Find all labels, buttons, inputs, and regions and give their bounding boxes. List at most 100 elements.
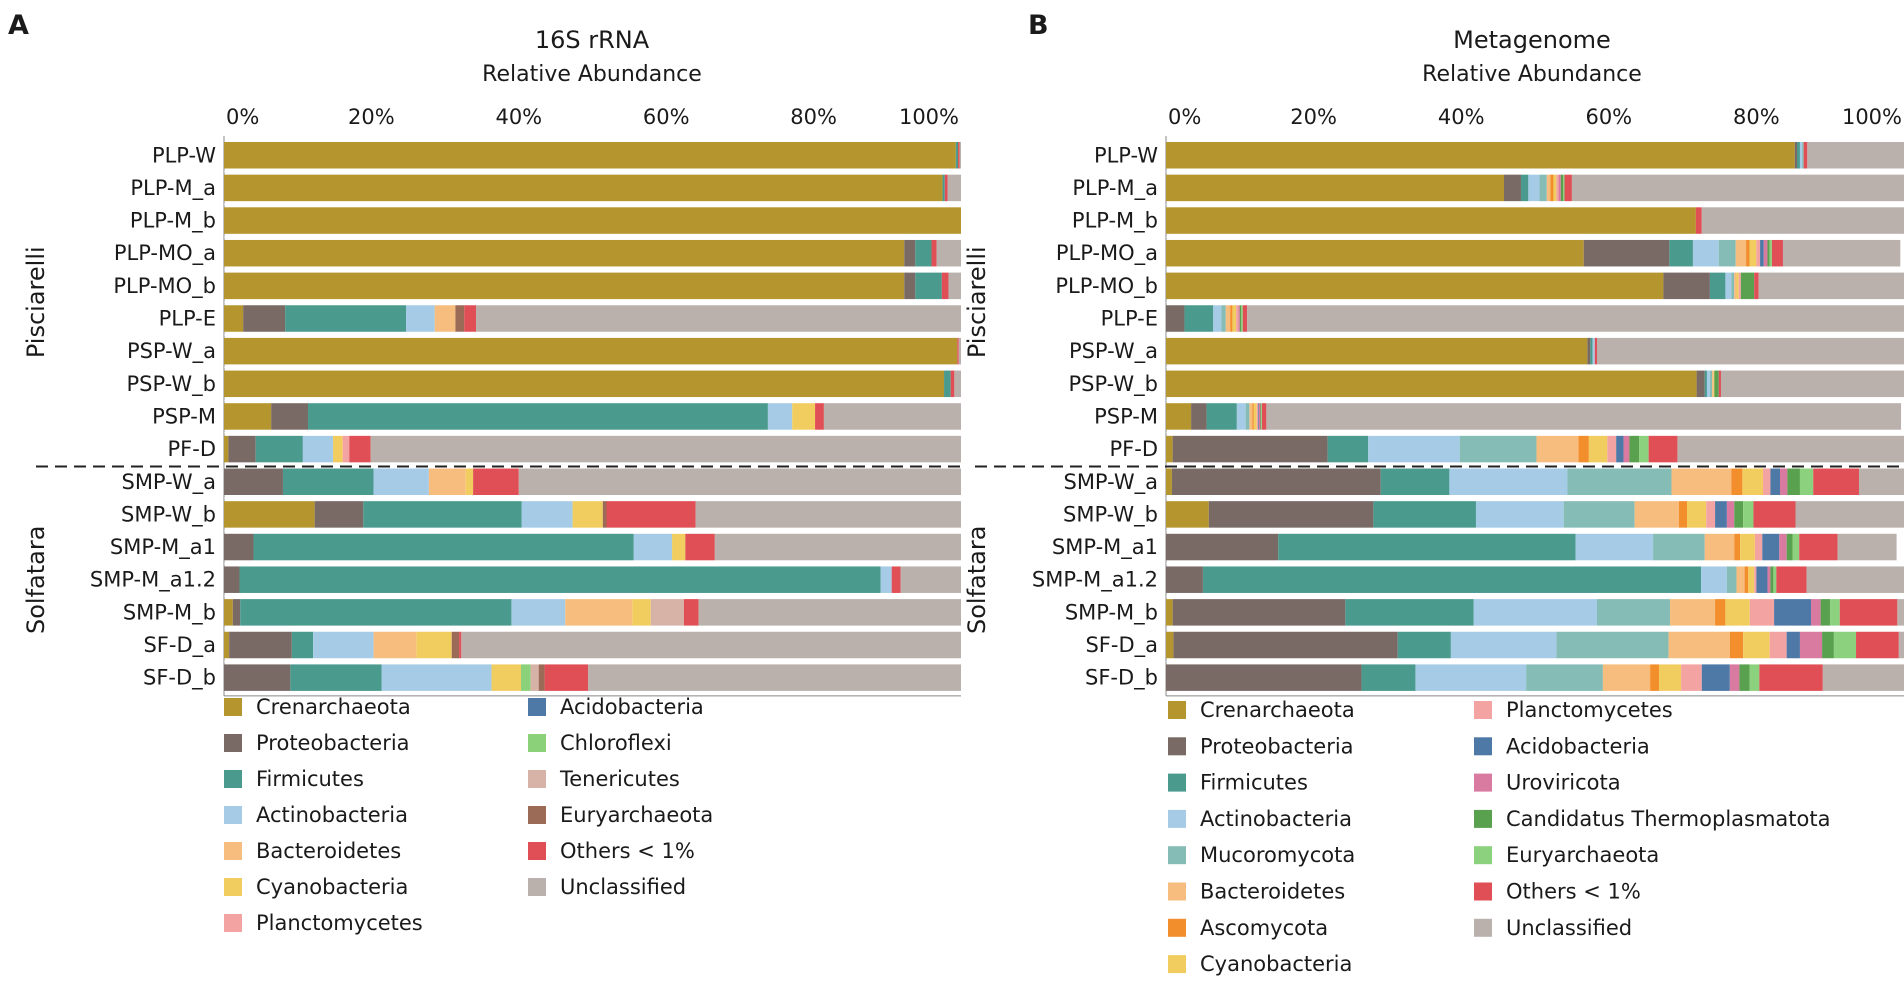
bar-segment-ascomycota xyxy=(1578,435,1589,463)
bar-segment-others-1 xyxy=(685,533,715,561)
legend-label: Bacteroidetes xyxy=(1200,880,1345,904)
bar-segment-proteobacteria xyxy=(229,631,292,659)
x-tick-label: 100% xyxy=(1842,105,1902,129)
bar-segment-actinobacteria xyxy=(1415,664,1527,691)
legend-label: Tenericutes xyxy=(559,767,680,791)
legend-label: Euryarchaeota xyxy=(560,803,713,827)
bar-segment-others-1 xyxy=(1759,664,1823,691)
bar-segment-bacteroidetes xyxy=(1712,370,1714,398)
bar-segment-proteobacteria xyxy=(1587,337,1591,365)
bar-segment-proteobacteria xyxy=(224,566,240,593)
bar-segment-candidatus-thermoplasmatota xyxy=(1787,468,1800,495)
legend-label: Actinobacteria xyxy=(256,803,408,827)
bar-segment-others-1 xyxy=(1261,403,1267,430)
legend-swatch xyxy=(528,806,546,824)
bar-segment-unclassified xyxy=(370,435,961,463)
bar-segment-unclassified xyxy=(1596,337,1904,365)
bar-segment-others-1 xyxy=(957,337,959,365)
bar-segment-unclassified xyxy=(1720,370,1904,398)
bar-segment-bacteroidetes xyxy=(434,305,456,332)
bar-segment-uroviricota xyxy=(1779,533,1787,561)
bar-segment-proteobacteria xyxy=(224,533,254,561)
legend-label: Acidobacteria xyxy=(1506,734,1650,758)
bar-segment-euryarchaeota xyxy=(1563,174,1565,202)
legend-swatch xyxy=(528,734,546,752)
legend-swatch xyxy=(1168,882,1186,901)
bar-segment-acidobacteria xyxy=(1715,501,1727,528)
bar-segment-proteobacteria xyxy=(1166,305,1185,332)
bar-segment-proteobacteria xyxy=(1173,631,1398,659)
legend-label: Euryarchaeota xyxy=(1506,843,1659,867)
bar-segment-cyanobacteria xyxy=(792,403,816,430)
bar-segment-acidobacteria xyxy=(1774,599,1812,626)
legend-label: Chloroflexi xyxy=(560,731,672,755)
bar-segment-firmicutes xyxy=(240,599,512,626)
sample-label: PLP-M_b xyxy=(1072,209,1158,234)
bar-segment-candidatus-thermoplasmatota xyxy=(1739,664,1750,691)
legend-swatch xyxy=(1168,701,1186,719)
bar-segment-firmicutes xyxy=(1373,501,1476,528)
legend-swatch xyxy=(1474,918,1492,937)
legend-label: Uroviricota xyxy=(1506,771,1621,795)
legend-swatch xyxy=(224,806,242,824)
bar-segment-others-1 xyxy=(891,566,901,593)
x-tick-label: 20% xyxy=(1290,105,1337,129)
bar-segment-unclassified xyxy=(461,631,961,659)
legend-swatch xyxy=(1168,955,1186,974)
group-label: Pisciarelli xyxy=(22,246,50,358)
bar-segment-proteobacteria xyxy=(1208,501,1374,528)
bar-segment-ascomycota xyxy=(1746,239,1750,267)
bar-segment-unclassified xyxy=(948,272,961,300)
legend-label: Unclassified xyxy=(1506,916,1632,940)
bar-segment-planctomycetes xyxy=(1749,599,1775,626)
legend-swatch xyxy=(224,878,242,896)
bar-segment-unclassified xyxy=(1701,207,1904,234)
bar-segment-actinobacteria xyxy=(521,501,573,528)
legend-swatch xyxy=(224,734,242,752)
bar-segment-firmicutes xyxy=(1520,174,1529,202)
bar-segment-unclassified xyxy=(1858,468,1904,495)
sample-label: SMP-M_a1.2 xyxy=(90,568,216,593)
bar-segment-candidatus-thermoplasmatota xyxy=(1260,403,1262,430)
bar-segment-planctomycetes xyxy=(1738,272,1741,300)
bar-segment-bacteroidetes xyxy=(1671,468,1732,495)
legend-label: Others < 1% xyxy=(1506,880,1641,904)
legend-label: Unclassified xyxy=(560,875,686,899)
legend-label: Mucoromycota xyxy=(1200,843,1355,867)
bar-segment-bacteroidetes xyxy=(565,599,633,626)
legend-swatch xyxy=(1474,701,1492,719)
bar-segment-proteobacteria xyxy=(1696,370,1705,398)
bar-segment-uroviricota xyxy=(1558,174,1561,202)
bar-segment-actinobacteria xyxy=(1368,435,1460,463)
bar-segment-candidatus-thermoplasmatota xyxy=(1822,631,1834,659)
bar-segment-planctomycetes xyxy=(1607,435,1617,463)
bar-segment-actinobacteria xyxy=(1475,501,1564,528)
bar-segment-unclassified xyxy=(518,468,961,495)
bar-segment-planctomycetes xyxy=(1769,631,1787,659)
bar-segment-proteobacteria xyxy=(228,435,256,463)
bar-segment-others-1 xyxy=(1803,142,1808,169)
bar-segment-euryarchaeota xyxy=(1743,501,1754,528)
legend-label: Others < 1% xyxy=(560,839,695,863)
bar-segment-candidatus-thermoplasmatota xyxy=(1767,239,1770,267)
bar-segment-mucoromycota xyxy=(1726,566,1737,593)
bar-segment-firmicutes xyxy=(942,174,945,202)
legend-label: Acidobacteria xyxy=(560,695,704,719)
bar-segment-others-1 xyxy=(544,664,589,691)
x-axis-label: Relative Abundance xyxy=(482,62,702,87)
bar-segment-actinobacteria xyxy=(1592,337,1595,365)
legend-swatch xyxy=(528,698,546,716)
bar-segment-bacteroidetes xyxy=(373,631,417,659)
bar-segment-ascomycota xyxy=(1230,305,1233,332)
sample-label: PLP-M_a xyxy=(130,176,216,201)
bar-segment-actinobacteria xyxy=(1236,403,1246,430)
bar-segment-bacteroidetes xyxy=(1546,174,1551,202)
legend-swatch xyxy=(224,842,242,860)
bar-segment-ascomycota xyxy=(1731,468,1743,495)
panel-letter: B xyxy=(1028,10,1049,41)
bar-segment-mucoromycota xyxy=(1245,403,1250,430)
bar-segment-tenericutes xyxy=(650,599,684,626)
bar-segment-actinobacteria xyxy=(406,305,435,332)
bar-segment-bacteroidetes xyxy=(1225,305,1231,332)
bar-segment-bacteroidetes xyxy=(1704,533,1735,561)
